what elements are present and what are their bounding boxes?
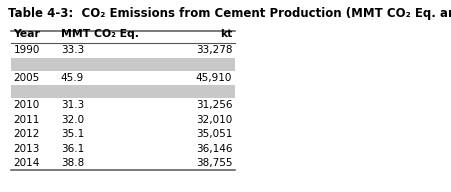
Text: 35,051: 35,051 (196, 129, 232, 139)
Text: 45.9: 45.9 (61, 73, 84, 83)
Text: kt: kt (220, 29, 232, 39)
Text: Year: Year (14, 29, 41, 39)
Text: 32,010: 32,010 (196, 115, 232, 125)
Text: 38.8: 38.8 (61, 158, 84, 168)
Text: 33,278: 33,278 (196, 45, 232, 55)
Text: 35.1: 35.1 (61, 129, 84, 139)
Text: 33.3: 33.3 (61, 45, 84, 55)
Text: 31.3: 31.3 (61, 100, 84, 110)
Text: 36,146: 36,146 (196, 143, 232, 154)
Text: 2005: 2005 (14, 73, 40, 83)
Text: 32.0: 32.0 (61, 115, 84, 125)
Text: 2013: 2013 (14, 143, 40, 154)
Text: 2014: 2014 (14, 158, 40, 168)
Text: 45,910: 45,910 (196, 73, 232, 83)
Text: 2011: 2011 (14, 115, 40, 125)
Text: 36.1: 36.1 (61, 143, 84, 154)
Text: 31,256: 31,256 (196, 100, 232, 110)
Text: 2010: 2010 (14, 100, 40, 110)
Text: 2012: 2012 (14, 129, 40, 139)
Text: 1990: 1990 (14, 45, 40, 55)
Text: MMT CO₂ Eq.: MMT CO₂ Eq. (61, 29, 139, 39)
Text: Table 4-3:  CO₂ Emissions from Cement Production (MMT CO₂ Eq. and kt): Table 4-3: CO₂ Emissions from Cement Pro… (8, 7, 451, 20)
Text: 38,755: 38,755 (196, 158, 232, 168)
